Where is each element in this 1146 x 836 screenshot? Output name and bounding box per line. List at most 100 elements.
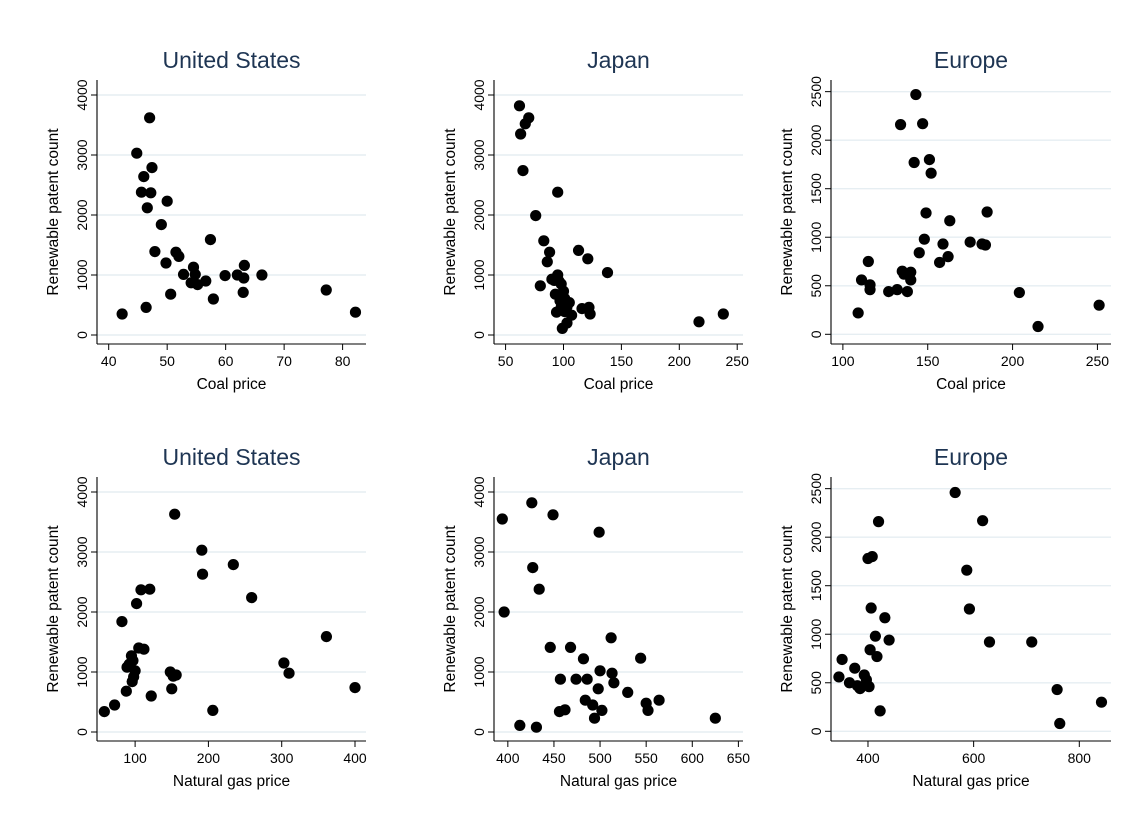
chart-0-point-11 [160, 257, 172, 269]
chart-3-ytick-label-0: 0 [74, 728, 90, 736]
chart-4-point-21 [594, 665, 606, 677]
chart-4-point-27 [635, 652, 647, 664]
chart-0-xtick-label-2: 60 [218, 353, 234, 369]
chart-5-ytick-label-5: 2500 [808, 473, 824, 504]
chart-0-point-7 [145, 187, 157, 199]
chart-4-ytick-label-1: 1000 [471, 656, 487, 687]
chart-2-point-15 [913, 247, 925, 259]
chart-5-xtick-label-2: 800 [1068, 750, 1092, 766]
chart-3-point-23 [196, 568, 209, 580]
chart-3-panel: 0 1000 2000 3000 4000 100 200 300 400 United Stat… [45, 444, 367, 790]
chart-2-title: Europe [934, 47, 1008, 73]
chart-1-point-4 [523, 112, 535, 124]
chart-2-point-6 [891, 284, 903, 296]
chart-3-title: United States [162, 444, 300, 470]
chart-4-point-2 [514, 719, 526, 732]
chart-2-ytick-label-1: 500 [808, 274, 824, 298]
chart-0-point-1 [131, 147, 143, 159]
chart-1-xtick-label-4: 250 [726, 353, 750, 369]
chart-4-point-19 [592, 683, 604, 695]
chart-4-xtick-label-4: 600 [681, 750, 705, 766]
chart-3-point-3 [120, 685, 132, 697]
chart-1-xtick-label-2: 150 [610, 353, 634, 369]
chart-0-point-6 [144, 112, 156, 124]
chart-2-xtick-label-2: 200 [1001, 353, 1025, 369]
chart-4-xtick-label-5: 650 [727, 750, 751, 766]
chart-2-point-12 [905, 266, 917, 278]
chart-3-point-24 [207, 704, 219, 717]
chart-1-ytick-label-0: 0 [471, 331, 487, 339]
chart-5-point-13 [869, 630, 881, 642]
chart-5-point-12 [866, 550, 878, 563]
chart-0-point-24 [219, 270, 231, 282]
chart-1-xtick-label-1: 100 [552, 353, 576, 369]
chart-5-point-18 [883, 634, 895, 646]
chart-5-ytick-label-0: 0 [808, 727, 824, 735]
chart-2-point-27 [979, 239, 992, 251]
chart-4-point-13 [570, 673, 582, 685]
chart-5-point-20 [961, 564, 973, 576]
chart-2-point-0 [852, 307, 864, 319]
chart-5-point-10 [864, 644, 876, 656]
chart-4-ytick-label-4: 4000 [471, 476, 487, 507]
chart-0-point-0 [116, 308, 128, 320]
chart-2-point-22 [937, 238, 949, 250]
chart-0-point-10 [155, 219, 167, 231]
chart-1-point-2 [517, 165, 529, 177]
chart-2-ylabel: Renewable patent count [779, 128, 796, 296]
chart-0-xtick-label-3: 70 [276, 353, 292, 369]
chart-1-panel: 0 1000 2000 3000 4000 50 100 150 200 250 Japan Coal… [442, 47, 749, 393]
chart-1-ytick-label-4: 4000 [471, 79, 487, 110]
chart-2-point-19 [923, 153, 936, 166]
chart-2-xtick-label-0: 100 [831, 353, 855, 369]
chart-1-point-6 [534, 280, 546, 292]
chart-1-xtick-label-0: 50 [498, 353, 514, 369]
chart-2-point-21 [934, 256, 946, 269]
chart-4-point-17 [587, 699, 599, 711]
chart-3-ylabel: Renewable patent count [45, 525, 62, 693]
chart-5-ytick-label-2: 1000 [808, 618, 824, 649]
chart-4-point-26 [622, 686, 634, 699]
chart-3-point-18 [166, 683, 178, 695]
chart-0-point-28 [238, 259, 250, 271]
chart-4-ytick-label-2: 2000 [471, 596, 487, 627]
chart-2-point-17 [918, 233, 930, 245]
chart-2-panel: 0 500 1000 1500 2000 2500 100 150 200 250 Europe Co… [779, 47, 1111, 393]
chart-3-point-25 [227, 559, 239, 571]
chart-3-point-8 [127, 655, 139, 667]
chart-5-xlabel: Natural gas price [912, 773, 1029, 790]
chart-0-point-8 [146, 162, 158, 174]
chart-5-point-3 [849, 662, 861, 674]
chart-3-point-10 [129, 665, 141, 677]
chart-5-point-16 [874, 705, 886, 717]
chart-1-point-1 [515, 128, 527, 140]
chart-1-point-32 [584, 308, 596, 320]
chart-3-point-1 [108, 699, 121, 711]
chart-0-point-21 [200, 275, 212, 287]
chart-2-ytick-label-2: 1000 [808, 221, 824, 252]
chart-0-ylabel: Renewable patent count [45, 128, 62, 296]
chart-3-xlabel: Natural gas price [173, 773, 290, 790]
chart-5-point-21 [963, 603, 976, 615]
chart-2-point-24 [944, 215, 956, 227]
chart-4-point-5 [530, 721, 543, 733]
chart-5-ytick-label-4: 2000 [808, 521, 824, 552]
chart-2-point-25 [964, 236, 976, 248]
chart-4-xtick-label-1: 450 [542, 750, 566, 766]
chart-0-point-27 [238, 272, 250, 284]
chart-2-point-1 [855, 274, 868, 286]
chart-0-point-13 [165, 288, 177, 300]
chart-0-xlabel: Coal price [197, 376, 267, 393]
chart-1-xtick-label-3: 200 [668, 353, 692, 369]
chart-2-xlabel: Coal price [936, 376, 1006, 393]
chart-1-point-14 [552, 186, 564, 198]
chart-4-point-22 [596, 704, 608, 717]
chart-4-point-16 [581, 673, 593, 685]
chart-2-point-28 [981, 206, 993, 218]
chart-3-point-11 [130, 598, 143, 610]
chart-5-point-24 [1026, 636, 1038, 648]
chart-0-ytick-label-3: 3000 [74, 139, 90, 170]
chart-4-xlabel: Natural gas price [560, 773, 677, 790]
chart-3-point-0 [98, 706, 110, 718]
